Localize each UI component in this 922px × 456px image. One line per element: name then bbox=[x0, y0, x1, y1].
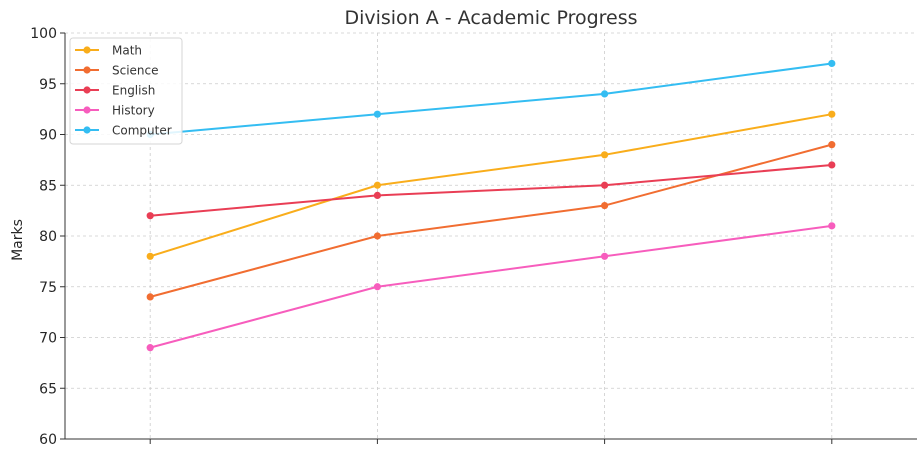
data-point-science bbox=[373, 232, 381, 240]
y-tick-label: 100 bbox=[30, 26, 57, 42]
legend-item-english: English bbox=[75, 84, 155, 98]
y-tick-label: 60 bbox=[39, 432, 57, 448]
data-point-math bbox=[373, 181, 381, 189]
data-point-english bbox=[828, 161, 836, 169]
series-english bbox=[146, 161, 836, 220]
data-point-computer bbox=[373, 110, 381, 118]
series-line-computer bbox=[150, 62, 832, 136]
data-point-math bbox=[146, 252, 154, 260]
legend-label: Computer bbox=[112, 124, 172, 138]
legend-label: History bbox=[112, 104, 155, 118]
data-point-history bbox=[601, 252, 609, 260]
legend-swatch-marker bbox=[83, 86, 91, 94]
y-axis-label: Marks bbox=[10, 219, 26, 261]
legend-item-science: Science bbox=[75, 64, 159, 78]
legend: Math Science English History Computer bbox=[69, 37, 183, 145]
y-tick-label: 95 bbox=[39, 77, 57, 93]
legend-swatch-marker bbox=[83, 106, 91, 114]
series-history bbox=[146, 222, 836, 352]
series-layer bbox=[146, 59, 836, 352]
legend-label: Science bbox=[112, 64, 159, 78]
legend-item-computer: Computer bbox=[75, 124, 172, 138]
data-point-science bbox=[601, 201, 609, 210]
data-point-computer bbox=[828, 59, 836, 68]
series-math bbox=[146, 110, 836, 260]
series-line-science bbox=[149, 143, 833, 298]
data-point-history bbox=[373, 283, 381, 291]
legend-swatch-marker bbox=[83, 126, 91, 134]
legend-label: English bbox=[112, 84, 155, 98]
y-tick-label: 65 bbox=[39, 381, 57, 397]
legend-swatch-marker bbox=[83, 66, 91, 74]
y-tick-label: 80 bbox=[39, 229, 57, 245]
y-tick-label: 85 bbox=[39, 178, 57, 194]
data-point-english bbox=[146, 212, 154, 220]
y-tick-label: 90 bbox=[39, 128, 57, 144]
data-point-history bbox=[828, 222, 836, 230]
data-point-science bbox=[146, 293, 154, 301]
series-science bbox=[146, 141, 836, 301]
series-line-math bbox=[149, 113, 832, 258]
y-tick-label: 75 bbox=[39, 280, 57, 296]
chart-title: Division A - Academic Progress bbox=[344, 7, 637, 29]
data-point-science bbox=[828, 141, 836, 149]
series-computer bbox=[146, 59, 836, 139]
series-line-english bbox=[150, 163, 832, 217]
data-point-computer bbox=[601, 90, 609, 98]
legend-swatch-marker bbox=[83, 46, 91, 54]
legend-item-math: Math bbox=[75, 44, 142, 58]
data-point-math bbox=[601, 151, 609, 159]
axes: 60 65 70 75 80 85 90 95 100 bbox=[30, 26, 917, 448]
data-point-english bbox=[373, 191, 381, 199]
series-line-history bbox=[149, 224, 832, 349]
data-point-history bbox=[146, 344, 154, 352]
data-point-math bbox=[828, 110, 836, 118]
grid bbox=[65, 32, 917, 440]
legend-label: Math bbox=[112, 44, 142, 58]
data-point-english bbox=[601, 181, 609, 189]
y-tick-label: 70 bbox=[39, 331, 57, 347]
legend-box bbox=[69, 37, 183, 145]
legend-item-history: History bbox=[75, 104, 155, 118]
